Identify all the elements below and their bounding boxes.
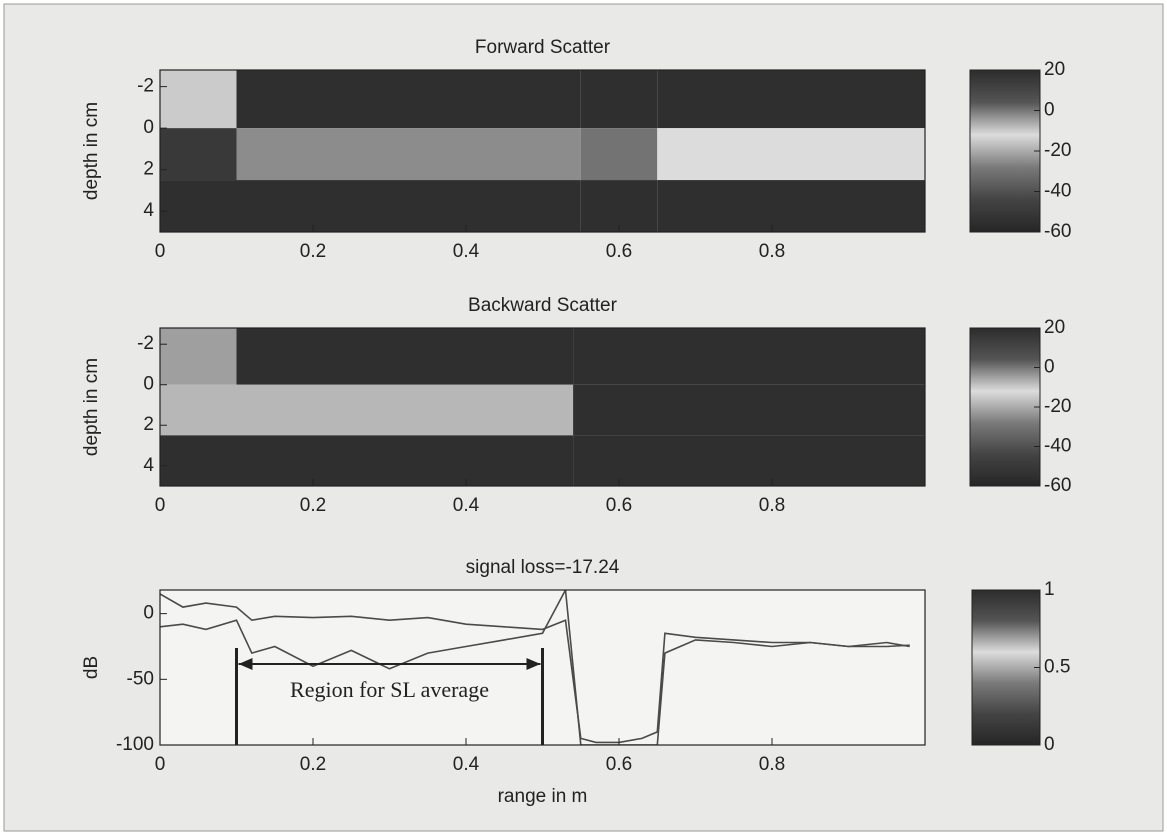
- colorbar-tick-label: 0: [1044, 357, 1055, 378]
- x-tick-label: 0.8: [759, 495, 785, 516]
- y-tick-label: -100: [116, 734, 154, 755]
- x-tick-label: 0.6: [606, 241, 632, 262]
- y-axis-label: dB: [81, 656, 102, 679]
- colorbar-tick-label: 20: [1044, 59, 1065, 80]
- annotation-label: Region for SL average: [290, 677, 489, 702]
- heatmap-cell: [160, 70, 237, 129]
- heatmap-cell: [573, 384, 925, 436]
- colorbar-tick-label: 20: [1044, 317, 1065, 338]
- heatmap-cell: [580, 128, 658, 181]
- x-tick-label: 0.4: [453, 754, 480, 775]
- heatmap-cell: [573, 328, 925, 385]
- x-tick-label: 0.2: [300, 495, 326, 516]
- colorbar-tick-label: -40: [1044, 181, 1071, 202]
- colorbar-tick-label: 0.5: [1044, 657, 1070, 678]
- axes-box: [159, 327, 926, 487]
- heatmap-cell: [236, 384, 574, 436]
- heatmap-cell: [657, 128, 925, 181]
- heatmap-cell: [236, 180, 581, 232]
- y-tick-label: 2: [143, 159, 154, 180]
- colorbar-tick-label: -40: [1044, 436, 1071, 457]
- y-tick-label: 0: [143, 603, 154, 624]
- arrow-head: [238, 658, 253, 670]
- axes-box: [159, 589, 926, 746]
- colorbar-tick-label: 0: [1044, 734, 1055, 755]
- heatmap-cell: [160, 384, 237, 436]
- axes-box: [159, 69, 926, 233]
- colorbar-tick-label: -60: [1044, 475, 1071, 496]
- x-axis-label: range in m: [498, 786, 588, 807]
- panel-title: Forward Scatter: [475, 37, 611, 58]
- x-tick-label: 0.4: [453, 495, 480, 516]
- heatmap-cell: [236, 128, 581, 181]
- x-tick-label: 0.6: [606, 495, 632, 516]
- heatmap-cell: [580, 70, 658, 129]
- arrow-head: [526, 658, 541, 670]
- heatmap-cell: [236, 435, 574, 486]
- y-tick-label: 0: [143, 374, 154, 395]
- x-tick-label: 0: [155, 241, 166, 262]
- x-tick-label: 0.6: [606, 754, 632, 775]
- colorbar: [969, 327, 1041, 487]
- heatmap-cell: [160, 128, 237, 181]
- colorbar-tick-label: -20: [1044, 396, 1071, 417]
- y-tick-label: -50: [127, 668, 154, 689]
- heatmap-cell: [573, 435, 925, 486]
- y-tick-label: -2: [137, 76, 154, 97]
- y-tick-label: -2: [137, 333, 154, 354]
- heatmap-cell: [236, 70, 581, 129]
- colorbar-tick-label: -20: [1044, 140, 1071, 161]
- heatmap-cell: [580, 180, 658, 232]
- y-tick-label: 2: [143, 414, 154, 435]
- series-line: [160, 593, 910, 744]
- x-tick-label: 0.2: [300, 241, 326, 262]
- colorbar-tick-label: -60: [1044, 221, 1071, 242]
- y-axis-label: depth in cm: [81, 358, 102, 456]
- x-tick-label: 0.2: [300, 754, 326, 775]
- x-tick-label: 0.4: [453, 241, 480, 262]
- heatmap-cell: [160, 328, 237, 385]
- heatmap-cell: [160, 435, 237, 486]
- x-tick-label: 0: [155, 754, 166, 775]
- y-axis-label: depth in cm: [81, 102, 102, 200]
- y-tick-label: 0: [143, 117, 154, 138]
- panel-title: Backward Scatter: [468, 295, 618, 316]
- x-tick-label: 0.8: [759, 241, 785, 262]
- heatmap-cell: [236, 328, 574, 385]
- x-tick-label: 0: [155, 495, 166, 516]
- x-tick-label: 0.8: [759, 754, 785, 775]
- heatmap-cell: [657, 70, 925, 129]
- series-line: [160, 590, 910, 745]
- y-tick-label: 4: [143, 200, 154, 221]
- colorbar-tick-label: 0: [1044, 100, 1055, 121]
- colorbar-tick-label: 1: [1044, 579, 1055, 600]
- heatmap-cell: [160, 180, 237, 232]
- colorbar: [969, 69, 1041, 233]
- colorbar: [971, 589, 1041, 746]
- heatmap-cell: [657, 180, 925, 232]
- y-tick-label: 4: [143, 455, 154, 476]
- panel-title: signal loss=-17.24: [466, 557, 620, 578]
